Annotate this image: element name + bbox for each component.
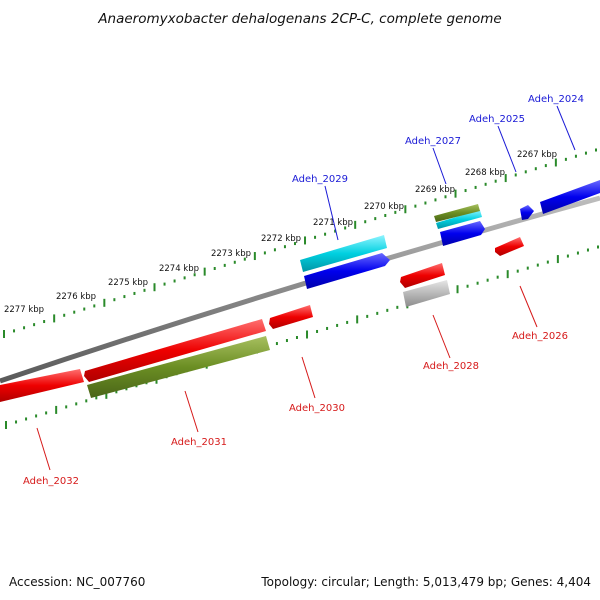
accession-text: Accession: NC_007760: [9, 575, 145, 589]
scale-label: 2276 kbp: [56, 292, 96, 302]
scale-label: 2269 kbp: [415, 185, 455, 195]
gene-adeh-2026[interactable]: [495, 237, 524, 256]
genome-backbone: [0, 195, 600, 384]
scale-labels: 2277 kbp 2276 kbp 2275 kbp 2274 kbp 2273…: [4, 150, 557, 315]
callout-line: [301, 356, 316, 399]
map-title: Anaeromyxobacter dehalogenans 2CP-C, com…: [97, 11, 501, 27]
gene-adeh-2031-olive[interactable]: [87, 336, 270, 398]
gene-label-adeh-2025[interactable]: Adeh_2025: [469, 114, 525, 125]
callout-line: [184, 390, 199, 433]
gene-adeh-2027[interactable]: [440, 221, 485, 246]
gene-adeh-2032[interactable]: [0, 369, 84, 402]
gene-label-adeh-2027[interactable]: Adeh_2027: [405, 136, 461, 147]
scale-label: 2275 kbp: [108, 278, 148, 288]
gene-callouts: Adeh_2024 Adeh_2025 Adeh_2027 Adeh_2029 …: [23, 94, 584, 487]
topology-text: Topology: circular; Length: 5,013,479 bp…: [260, 575, 591, 589]
gene-adeh-2027-rna[interactable]: [436, 210, 482, 229]
callout-line: [432, 147, 447, 185]
callout-line: [519, 285, 538, 328]
callout-line: [432, 314, 451, 359]
gene-adeh-2030[interactable]: [269, 305, 313, 329]
gene-adeh-2025[interactable]: [520, 205, 534, 220]
gene-label-adeh-2030[interactable]: Adeh_2030: [289, 403, 345, 414]
scale-label: 2270 kbp: [364, 202, 404, 212]
scale-label: 2274 kbp: [159, 264, 199, 274]
gene-label-adeh-2026[interactable]: Adeh_2026: [512, 331, 568, 342]
gene-adeh-2024[interactable]: [540, 180, 600, 214]
gene-adeh-2028-grey[interactable]: [403, 280, 450, 307]
scale-label: 2271 kbp: [313, 218, 353, 228]
scale-label: 2272 kbp: [261, 234, 301, 244]
gene-label-adeh-2028[interactable]: Adeh_2028: [423, 361, 479, 372]
callout-line: [324, 185, 339, 241]
scale-ticks-outer: [3, 148, 597, 338]
gene-adeh-2031[interactable]: [84, 319, 266, 382]
gene-label-adeh-2029[interactable]: Adeh_2029: [292, 174, 348, 185]
gene-adeh-2028[interactable]: [400, 263, 445, 288]
scale-label: 2273 kbp: [211, 249, 251, 259]
gene-adeh-2027-olive[interactable]: [434, 204, 480, 222]
gene-label-adeh-2024[interactable]: Adeh_2024: [528, 94, 584, 105]
gene-adeh-2029-rna[interactable]: [300, 235, 387, 272]
scale-ticks-inner: [5, 245, 599, 429]
scale-label: 2267 kbp: [517, 150, 557, 160]
gene-adeh-2029[interactable]: [304, 253, 390, 289]
callout-line: [497, 125, 517, 173]
callout-line: [556, 105, 576, 151]
gene-label-adeh-2031[interactable]: Adeh_2031: [171, 437, 227, 448]
gene-label-adeh-2032[interactable]: Adeh_2032: [23, 476, 79, 487]
scale-label: 2268 kbp: [465, 168, 505, 178]
callout-line: [36, 427, 51, 471]
scale-label: 2277 kbp: [4, 305, 44, 315]
